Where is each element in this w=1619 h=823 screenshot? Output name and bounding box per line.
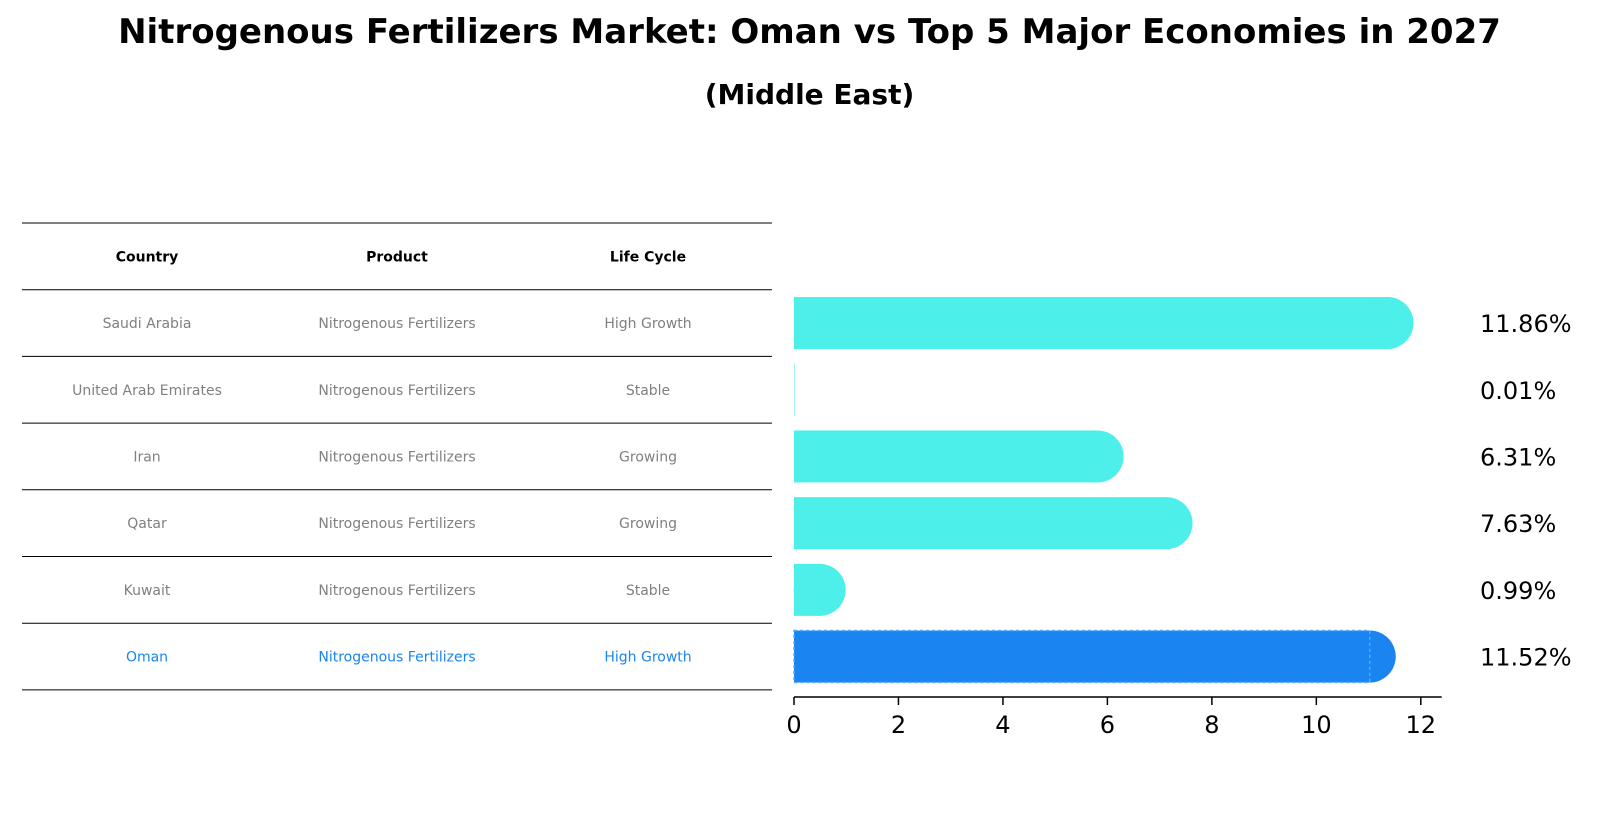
bar-oman xyxy=(793,629,1396,684)
table-cell-life-cycle: Stable xyxy=(626,383,670,399)
table-cell-country: Iran xyxy=(133,449,160,465)
x-tick-label: 2 xyxy=(891,711,906,739)
bar-value-label: 0.01% xyxy=(1480,377,1556,405)
table-cell-country: Kuwait xyxy=(124,583,171,599)
table-cell-country: United Arab Emirates xyxy=(72,383,222,399)
table-cell-product: Nitrogenous Fertilizers xyxy=(318,449,475,465)
bar-kuwait xyxy=(793,563,846,616)
bar-value-label: 6.31% xyxy=(1480,443,1556,471)
chart-subtitle: (Middle East) xyxy=(704,78,915,111)
bar-iran xyxy=(794,430,1124,483)
table-cell-life-cycle: Growing xyxy=(619,516,677,532)
table-cell-product: Nitrogenous Fertilizers xyxy=(318,583,475,599)
x-tick-label: 8 xyxy=(1204,711,1219,739)
table-cell-country: Oman xyxy=(126,650,168,666)
bar-united-arab-emirates xyxy=(794,363,795,416)
bar-value-label: 11.52% xyxy=(1480,644,1572,672)
table-cell-life-cycle: Growing xyxy=(619,449,677,465)
table-cell-product: Nitrogenous Fertilizers xyxy=(318,650,475,666)
table-header-product: Product xyxy=(366,249,428,265)
table-cell-life-cycle: Stable xyxy=(626,583,670,599)
table-cell-life-cycle: High Growth xyxy=(604,650,691,666)
table-header-country: Country xyxy=(116,249,179,265)
bar-value-label: 11.86% xyxy=(1480,310,1572,338)
table-cell-product: Nitrogenous Fertilizers xyxy=(318,383,475,399)
bar-value-label: 0.99% xyxy=(1480,577,1556,605)
bar-saudi-arabia xyxy=(794,297,1414,350)
table-cell-country: Saudi Arabia xyxy=(103,316,192,332)
table-header-life-cycle: Life Cycle xyxy=(610,249,686,265)
x-tick-label: 0 xyxy=(786,711,801,739)
table-cell-life-cycle: High Growth xyxy=(604,316,691,332)
table-cell-product: Nitrogenous Fertilizers xyxy=(318,516,475,532)
x-tick-label: 6 xyxy=(1100,711,1115,739)
table-cell-product: Nitrogenous Fertilizers xyxy=(318,316,475,332)
table-cell-country: Qatar xyxy=(127,516,167,532)
x-tick-label: 10 xyxy=(1301,711,1332,739)
x-tick-label: 4 xyxy=(995,711,1010,739)
x-tick-label: 12 xyxy=(1406,711,1437,739)
chart-title: Nitrogenous Fertilizers Market: Oman vs … xyxy=(118,12,1501,52)
bar-qatar xyxy=(794,497,1193,550)
bar-value-label: 7.63% xyxy=(1480,510,1556,538)
